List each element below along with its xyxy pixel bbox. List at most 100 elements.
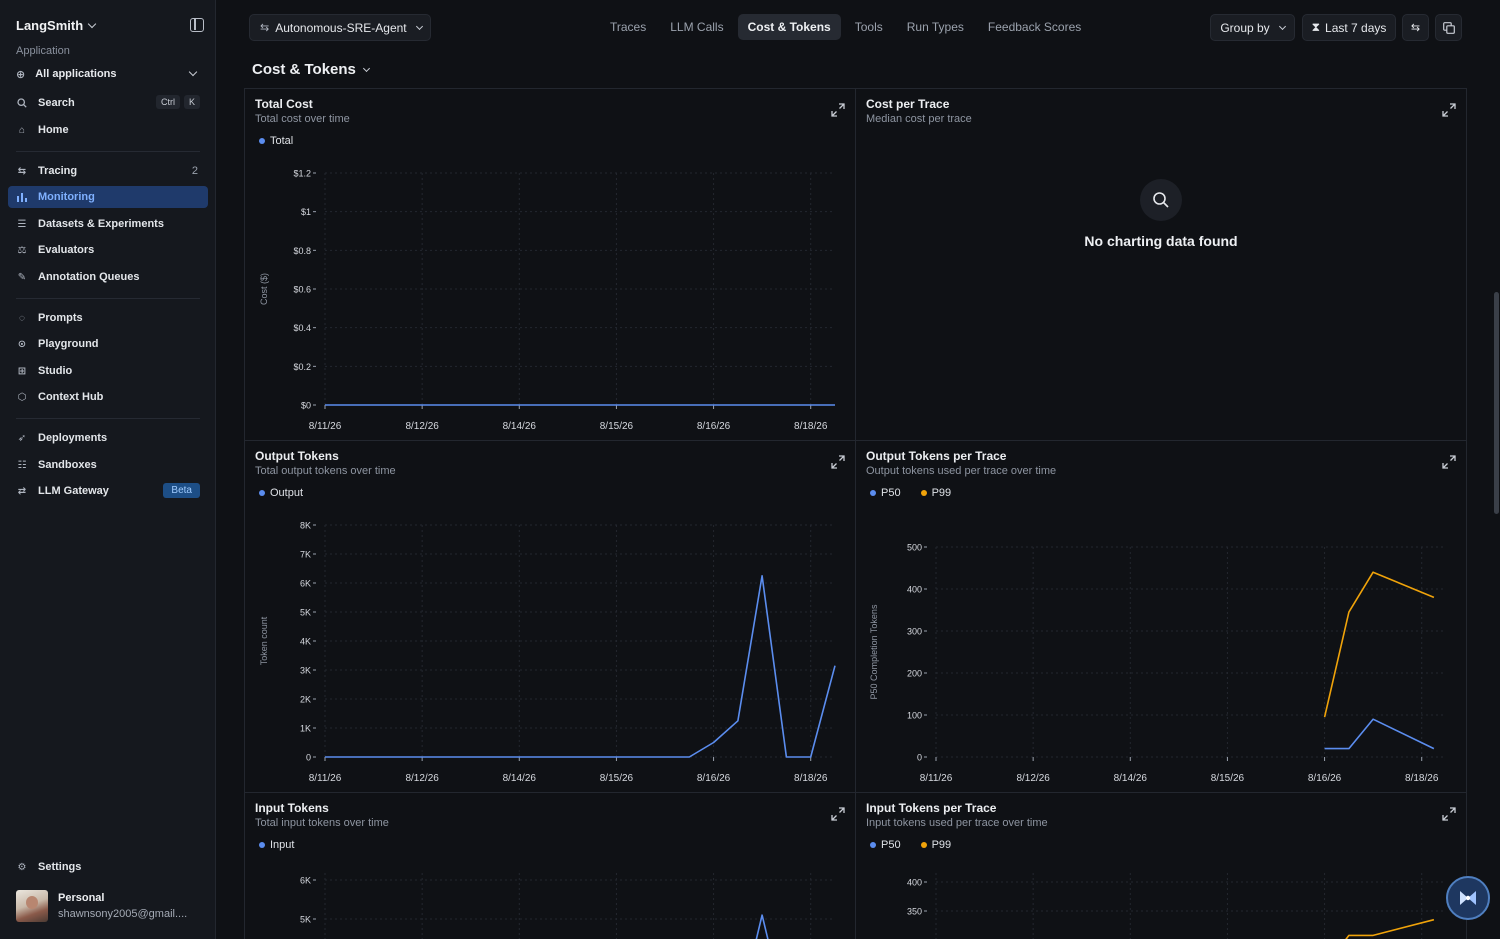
tab-traces[interactable]: Traces	[610, 20, 647, 34]
chevron-down-icon	[1278, 22, 1286, 30]
expand-icon[interactable]	[831, 103, 845, 117]
series-line-p99[interactable]	[1337, 918, 1435, 939]
legend-swatch	[870, 842, 876, 848]
sidebar-item-datasets[interactable]: ☰ Datasets & Experiments	[8, 213, 208, 235]
chart-title: Total Cost	[255, 97, 313, 111]
expand-icon[interactable]	[1442, 807, 1456, 821]
legend-label: Input	[270, 839, 295, 851]
pencil-icon: ✎	[17, 271, 27, 283]
legend-label: Total	[270, 135, 294, 147]
divider	[16, 298, 200, 299]
tab-feedback-scores[interactable]: Feedback Scores	[987, 20, 1082, 34]
expand-icon[interactable]	[1442, 103, 1456, 117]
project-select[interactable]: ⇆ Autonomous-SRE-Agent	[249, 14, 431, 41]
expand-icon[interactable]	[831, 455, 845, 469]
sidebar-item-playground[interactable]: ⊙ Playground	[8, 333, 208, 355]
play-icon: ⊙	[17, 338, 27, 350]
sidebar-item-studio[interactable]: ⊞ Studio	[8, 360, 208, 382]
sidebar-item-context-hub[interactable]: ⬡ Context Hub	[8, 386, 208, 408]
legend-item: Input	[259, 839, 294, 851]
y-tick-label: 0	[306, 753, 311, 763]
user-profile[interactable]: Personal shawnsony2005@gmail....	[16, 890, 187, 922]
x-tick-label: 8/15/26	[600, 773, 634, 784]
trace-view-button[interactable]: ⇆	[1402, 14, 1429, 41]
x-tick-label: 8/16/26	[697, 773, 731, 784]
globe-icon: ⊕	[16, 68, 26, 81]
sidebar-item-monitoring[interactable]: Monitoring	[8, 186, 208, 208]
sidebar-toggle-icon[interactable]	[190, 18, 204, 32]
application-select-label: All applications	[35, 68, 117, 80]
sidebar-item-label: Sandboxes	[38, 459, 97, 471]
y-tick-label: 400	[907, 878, 922, 888]
legend-item: P50	[870, 487, 901, 499]
duplicate-button[interactable]	[1435, 14, 1462, 41]
tab-tools[interactable]: Tools	[854, 20, 883, 34]
cube-icon: ⬡	[17, 391, 27, 403]
page-scrollbar[interactable]	[1494, 292, 1499, 514]
x-tick-label: 8/12/26	[405, 421, 439, 432]
legend-label: P99	[931, 839, 952, 851]
chart-svg: 350 400	[907, 873, 1446, 939]
section-label: Application	[16, 45, 70, 57]
sidebar-item-label: Context Hub	[38, 391, 104, 403]
sidebar-item-label: Tracing	[38, 165, 78, 177]
section-title[interactable]: Cost & Tokens	[252, 61, 370, 78]
x-tick-label: 8/14/26	[503, 773, 537, 784]
chevron-down-icon	[415, 22, 423, 30]
sidebar-item-annotation-queues[interactable]: ✎ Annotation Queues	[8, 266, 208, 288]
tracing-icon: ⇆	[17, 165, 27, 177]
chart-legend: Input	[259, 839, 294, 851]
user-name: Personal	[58, 892, 105, 904]
chart-svg: 0 1K 2K 3K 4K 5K 6K 7K 8K Token count 8/11/26 8/12/…	[259, 521, 836, 784]
tab-cost-tokens[interactable]: Cost & Tokens	[737, 14, 841, 40]
group-by-button[interactable]: Group by	[1210, 14, 1295, 41]
legend-label: P99	[931, 487, 952, 499]
series-line-input[interactable]	[750, 914, 774, 939]
assistant-button[interactable]	[1446, 876, 1490, 920]
series-line-output[interactable]	[325, 575, 836, 758]
legend-item: P50	[870, 839, 901, 851]
x-tick-label: 8/18/26	[1405, 773, 1439, 784]
series-line-p99[interactable]	[1323, 571, 1435, 718]
chart-subtitle: Median cost per trace	[866, 113, 972, 125]
expand-icon[interactable]	[831, 807, 845, 821]
sidebar-item-prompts[interactable]: ◌ Prompts	[8, 307, 208, 329]
x-tick-label: 8/11/26	[309, 773, 342, 784]
sidebar-item-sandboxes[interactable]: ☷ Sandboxes	[8, 454, 208, 476]
shortcut-key: K	[183, 95, 200, 109]
tab-llm-calls[interactable]: LLM Calls	[670, 20, 724, 34]
x-tick-label: 8/18/26	[794, 773, 828, 784]
chart-subtitle: Output tokens used per trace over time	[866, 465, 1057, 477]
sidebar-item-search[interactable]: Search Ctrl K	[8, 92, 208, 114]
project-name: Autonomous-SRE-Agent	[275, 20, 407, 35]
chart-title: Cost per Trace	[866, 97, 950, 111]
sidebar-item-evaluators[interactable]: ⚖ Evaluators	[8, 239, 208, 261]
y-tick-label: 6K	[300, 876, 311, 886]
chevron-down-icon	[362, 64, 370, 72]
date-range-button[interactable]: ⧗ Last 7 days	[1302, 14, 1396, 41]
y-tick-label: $1	[301, 207, 311, 217]
tab-run-types[interactable]: Run Types	[906, 20, 964, 34]
sidebar-item-tracing[interactable]: ⇆ Tracing 2	[8, 160, 208, 182]
date-range-label: Last 7 days	[1325, 20, 1387, 35]
swap-icon: ⇄	[17, 485, 27, 497]
chart-svg: $0 $0.2 $0.4 $0.6 $0.8 $1 $1.2 Cost ($) 8/11/26 8…	[259, 169, 835, 432]
bar-chart-icon	[16, 191, 28, 203]
sidebar-item-label: LLM Gateway	[38, 485, 109, 497]
expand-icon[interactable]	[1442, 455, 1456, 469]
sidebar-item-llm-gateway[interactable]: ⇄ LLM Gateway Beta	[8, 480, 208, 502]
legend-swatch	[920, 842, 927, 848]
sidebar-item-home[interactable]: ⌂ Home	[8, 119, 208, 141]
sidebar-item-label: Monitoring	[38, 191, 95, 203]
studio-icon: ⊞	[17, 365, 27, 377]
sidebar-item-deployments[interactable]: ➶ Deployments	[8, 427, 208, 449]
prompt-icon: ◌	[19, 312, 25, 324]
legend-item: P99	[920, 487, 952, 499]
sidebar-item-label: Annotation Queues	[38, 271, 140, 283]
brand-menu[interactable]: LangSmith	[16, 18, 97, 33]
series-line-p50[interactable]	[1324, 718, 1435, 750]
sidebar-item-label: Playground	[38, 338, 99, 350]
y-tick-label: 200	[907, 669, 922, 679]
application-select[interactable]: ⊕ All applications	[8, 64, 208, 84]
sidebar-item-settings[interactable]: ⚙ Settings	[8, 856, 208, 878]
